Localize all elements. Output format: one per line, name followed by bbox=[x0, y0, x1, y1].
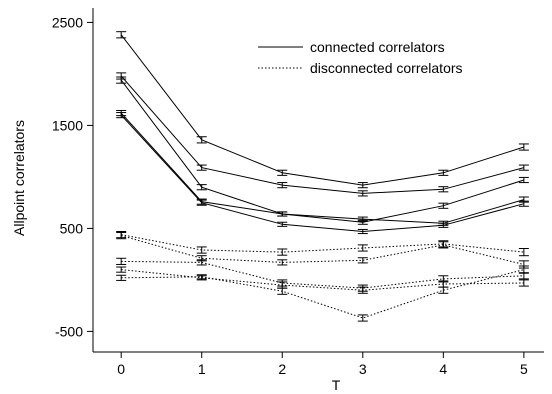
data-point bbox=[116, 257, 127, 265]
x-tick-label: 4 bbox=[439, 361, 447, 377]
series-line bbox=[120, 79, 525, 223]
data-point bbox=[196, 246, 207, 254]
data-point bbox=[518, 279, 529, 287]
series-line bbox=[121, 269, 524, 291]
series-line bbox=[120, 34, 525, 186]
data-point bbox=[116, 76, 127, 84]
data-point bbox=[196, 274, 207, 280]
axis-ticks: 0 1 2 3 4 5 -500 500 1500 2500 bbox=[52, 14, 528, 377]
data-point bbox=[438, 186, 449, 193]
data-point bbox=[438, 286, 449, 294]
data-point bbox=[438, 222, 449, 228]
series-connected-4 bbox=[116, 112, 529, 235]
data-point bbox=[357, 182, 368, 189]
data-point bbox=[116, 266, 127, 273]
data-point bbox=[277, 169, 288, 176]
y-tick-label: 500 bbox=[60, 220, 84, 236]
series-connected-0 bbox=[116, 31, 529, 189]
data-point bbox=[116, 232, 127, 240]
data-point bbox=[518, 143, 529, 151]
series-disconnected-5 bbox=[116, 230, 529, 257]
data-point bbox=[357, 190, 368, 197]
y-tick-label: -500 bbox=[55, 323, 83, 339]
data-point bbox=[196, 136, 207, 144]
data-point bbox=[518, 200, 529, 207]
legend-label: disconnected correlators bbox=[310, 60, 463, 76]
x-tick-label: 2 bbox=[278, 361, 286, 377]
x-tick-label: 3 bbox=[359, 361, 367, 377]
data-point bbox=[357, 228, 368, 235]
legend-label: connected correlators bbox=[310, 39, 445, 55]
data-point bbox=[357, 286, 368, 294]
plot-frame bbox=[92, 8, 544, 353]
data-point bbox=[277, 221, 288, 227]
data-point bbox=[518, 265, 529, 274]
series-disconnected-6 bbox=[116, 232, 529, 269]
data-point bbox=[518, 247, 529, 257]
x-tick-label: 0 bbox=[117, 361, 125, 377]
data-point bbox=[277, 259, 288, 266]
data-point bbox=[196, 184, 207, 191]
series-disconnected-7 bbox=[116, 257, 529, 292]
series-connected-3 bbox=[116, 109, 529, 226]
x-tick-label: 5 bbox=[520, 361, 528, 377]
data-point bbox=[116, 31, 127, 39]
data-point bbox=[357, 314, 368, 322]
data-point bbox=[116, 112, 127, 119]
series-line bbox=[121, 234, 524, 253]
x-axis-label: T bbox=[332, 377, 341, 393]
series-line bbox=[121, 260, 524, 289]
data-point bbox=[357, 216, 368, 222]
y-tick-label: 1500 bbox=[52, 117, 83, 133]
data-point bbox=[357, 244, 368, 252]
y-axis-label: Allpoint correlators bbox=[11, 120, 27, 236]
data-point bbox=[277, 287, 288, 295]
x-tick-label: 1 bbox=[198, 361, 206, 377]
series-disconnected-9 bbox=[116, 265, 529, 322]
series-line bbox=[120, 75, 525, 194]
data-point bbox=[518, 164, 529, 171]
data-point bbox=[277, 182, 288, 189]
data-point bbox=[438, 169, 449, 176]
data-point bbox=[277, 248, 288, 256]
data-point bbox=[438, 202, 449, 209]
series-disconnected-8 bbox=[116, 266, 529, 294]
series-line bbox=[120, 112, 525, 224]
data-point bbox=[196, 164, 207, 171]
legend: connected correlators disconnected correl… bbox=[258, 39, 463, 76]
data-point bbox=[116, 274, 127, 281]
data-point bbox=[277, 211, 288, 217]
data-point bbox=[196, 259, 207, 266]
series-connected-1 bbox=[116, 72, 529, 197]
data-point bbox=[357, 257, 368, 264]
series-line bbox=[120, 114, 525, 233]
y-tick-label: 2500 bbox=[52, 14, 83, 30]
data-point bbox=[196, 199, 207, 206]
data-point bbox=[438, 241, 449, 249]
data-point bbox=[518, 176, 529, 184]
series-line bbox=[121, 269, 525, 319]
series-connected-2 bbox=[116, 76, 529, 225]
series-layer bbox=[116, 31, 529, 322]
series-line bbox=[121, 235, 525, 265]
